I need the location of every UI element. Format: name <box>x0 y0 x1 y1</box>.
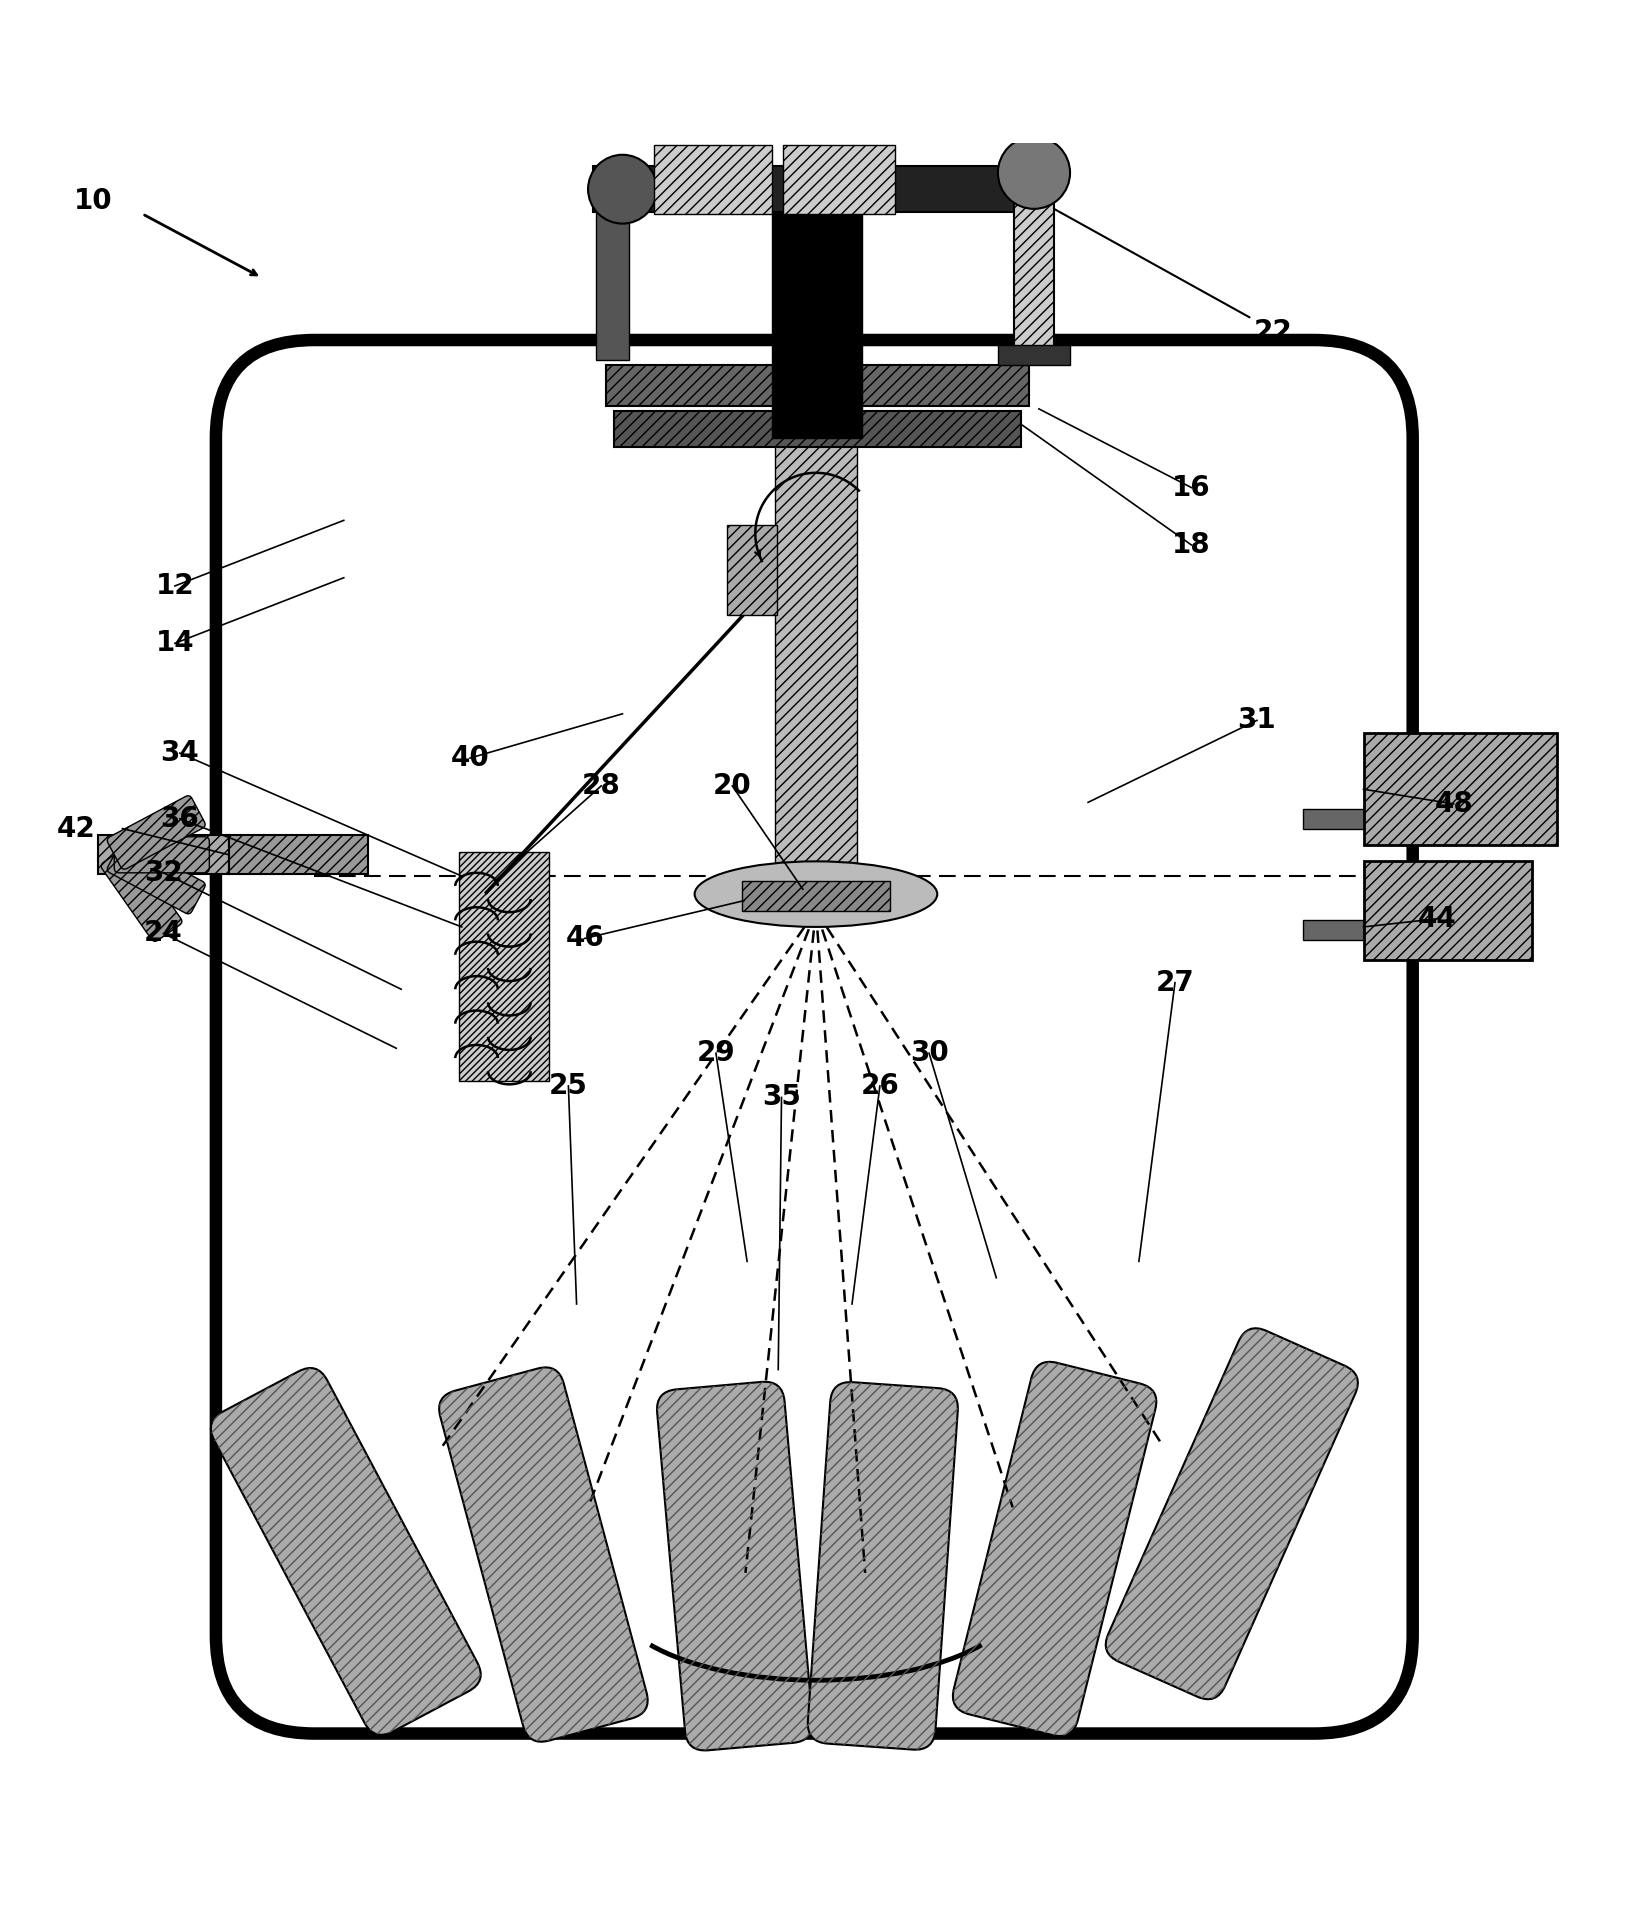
Text: 28: 28 <box>582 772 620 799</box>
Bar <box>742 880 890 911</box>
Bar <box>229 836 368 874</box>
FancyBboxPatch shape <box>107 795 206 869</box>
Text: 31: 31 <box>1237 707 1277 734</box>
FancyBboxPatch shape <box>211 1367 480 1735</box>
FancyBboxPatch shape <box>952 1362 1156 1735</box>
Text: 44: 44 <box>1418 905 1457 932</box>
Text: 48: 48 <box>1434 790 1472 819</box>
Text: 24: 24 <box>145 919 183 948</box>
Text: 34: 34 <box>161 740 199 767</box>
FancyBboxPatch shape <box>808 1383 957 1749</box>
Bar <box>592 166 1040 212</box>
Text: 25: 25 <box>549 1073 587 1100</box>
Text: 18: 18 <box>1171 532 1211 559</box>
Text: 42: 42 <box>58 815 95 842</box>
FancyBboxPatch shape <box>439 1367 648 1741</box>
Bar <box>653 144 772 214</box>
Bar <box>97 836 229 874</box>
Bar <box>459 851 549 1080</box>
Text: 20: 20 <box>712 772 752 799</box>
Bar <box>1303 809 1369 828</box>
Text: 40: 40 <box>451 743 490 772</box>
Text: 29: 29 <box>696 1040 735 1067</box>
FancyBboxPatch shape <box>656 1381 813 1751</box>
Bar <box>1015 175 1054 360</box>
Text: 26: 26 <box>860 1073 900 1100</box>
Text: 22: 22 <box>1253 318 1293 347</box>
Bar <box>999 345 1069 364</box>
FancyBboxPatch shape <box>114 836 209 872</box>
Text: 12: 12 <box>156 572 194 599</box>
Ellipse shape <box>694 861 938 926</box>
Bar <box>772 212 862 439</box>
FancyBboxPatch shape <box>1105 1329 1357 1699</box>
Text: 30: 30 <box>910 1040 949 1067</box>
Bar <box>783 144 895 214</box>
Text: 35: 35 <box>762 1084 801 1111</box>
Bar <box>595 212 628 360</box>
Text: 46: 46 <box>566 924 604 953</box>
Text: 32: 32 <box>145 859 183 886</box>
Text: 14: 14 <box>156 630 194 657</box>
Bar <box>614 410 1022 447</box>
Bar <box>605 364 1030 406</box>
Bar <box>775 445 857 909</box>
Circle shape <box>587 154 656 223</box>
Circle shape <box>999 137 1069 208</box>
Text: 10: 10 <box>74 187 112 214</box>
FancyBboxPatch shape <box>107 840 206 913</box>
FancyBboxPatch shape <box>215 341 1413 1733</box>
Text: 27: 27 <box>1155 969 1194 996</box>
Bar <box>1364 734 1556 846</box>
Bar <box>1303 921 1369 940</box>
FancyBboxPatch shape <box>100 846 183 942</box>
Text: 36: 36 <box>161 805 199 832</box>
Text: 16: 16 <box>1171 474 1211 501</box>
Bar <box>1364 861 1533 959</box>
Bar <box>727 526 776 616</box>
